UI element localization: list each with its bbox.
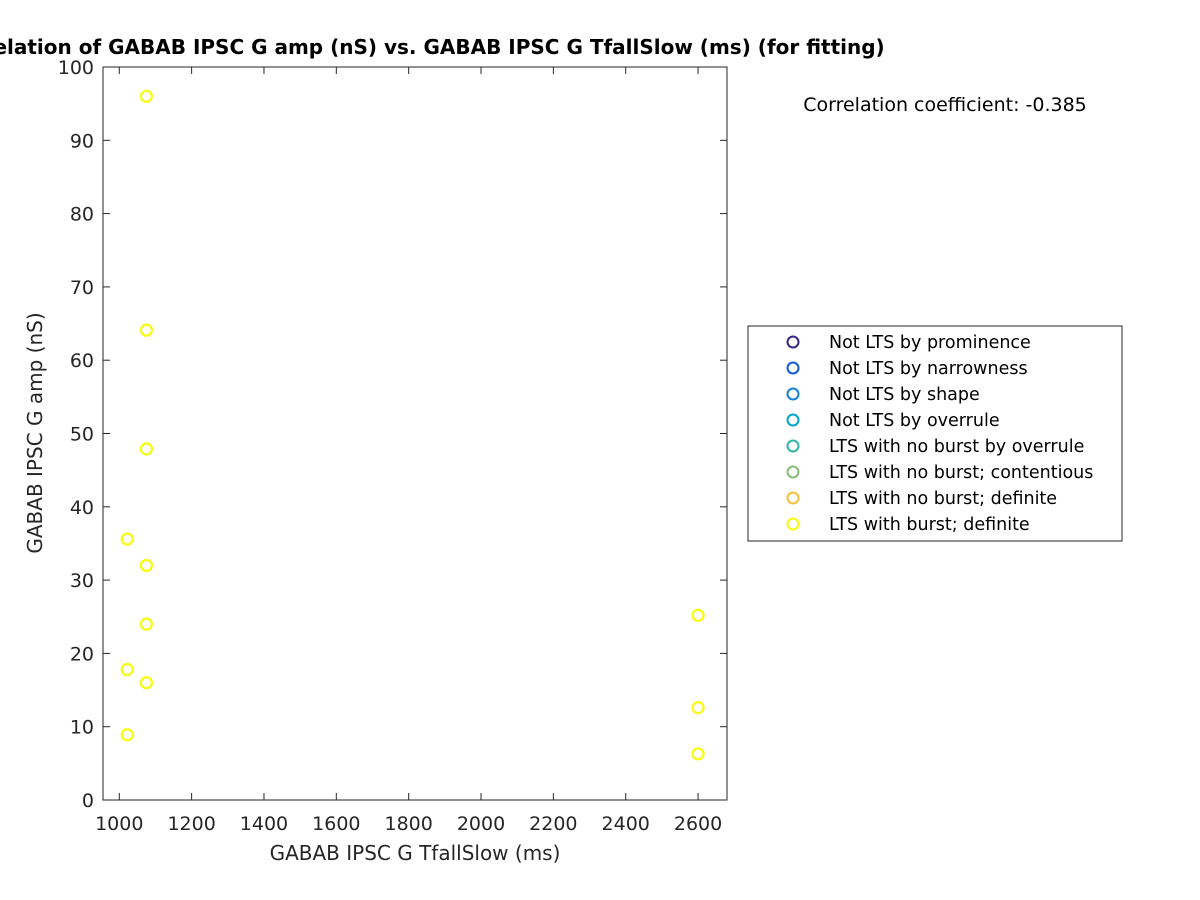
data-point	[139, 617, 154, 631]
y-axis: 0 10 20 30 40 50 60 70 80 90 100	[58, 57, 727, 812]
legend-entry: Not LTS by shape	[829, 385, 980, 405]
data-point	[120, 532, 134, 546]
legend-entry: LTS with no burst; contentious	[829, 463, 1093, 483]
x-tick-label: 2400	[602, 813, 650, 835]
legend-marker	[786, 491, 800, 505]
y-tick-label: 80	[70, 204, 94, 226]
data-point	[139, 676, 154, 690]
y-tick-label: 10	[70, 717, 94, 739]
y-tick-label: 20	[70, 643, 94, 665]
legend-marker	[786, 413, 800, 427]
legend-entry: LTS with no burst by overrule	[829, 437, 1084, 457]
data-point	[691, 701, 705, 715]
chart-title: Correlation of GABAB IPSC G amp (nS) vs.…	[0, 35, 885, 59]
x-tick-label: 1800	[384, 813, 432, 835]
y-tick-label: 50	[70, 424, 94, 446]
legend-entry: LTS with burst; definite	[829, 515, 1030, 535]
x-tick-label: 2000	[457, 813, 505, 835]
legend-marker	[786, 387, 800, 401]
y-tick-label: 30	[70, 570, 94, 592]
data-point	[139, 442, 154, 456]
x-tick-label: 1200	[167, 813, 215, 835]
y-tick-label: 0	[82, 790, 94, 812]
x-axis: 1000 1200 1400 1600 1800 2000 2200 2400 2600	[95, 67, 722, 835]
y-tick-label: 40	[70, 497, 94, 519]
legend-entry: Not LTS by narrowness	[829, 359, 1028, 379]
plot-area	[102, 66, 728, 801]
data-points	[120, 89, 705, 761]
legend-marker	[786, 465, 800, 479]
data-point	[691, 608, 705, 622]
data-point	[139, 558, 154, 573]
x-axis-label: GABAB IPSC G TfallSlow (ms)	[270, 841, 561, 865]
y-tick-label: 70	[70, 277, 94, 299]
legend-marker	[786, 335, 800, 349]
legend-entry: LTS with no burst; definite	[829, 489, 1057, 509]
legend: Not LTS by prominence Not LTS by narrowne…	[747, 325, 1123, 542]
y-tick-label: 60	[70, 350, 94, 372]
y-tick-label: 100	[58, 57, 94, 79]
data-point	[120, 662, 134, 677]
legend-marker	[786, 517, 800, 531]
x-tick-label: 1600	[312, 813, 360, 835]
data-point	[120, 728, 134, 742]
legend-entry: Not LTS by overrule	[829, 411, 1000, 431]
x-tick-label: 1000	[95, 813, 143, 835]
correlation-annotation: Correlation coefficient: -0.385	[803, 94, 1087, 116]
legend-marker	[786, 439, 800, 453]
x-tick-label: 1400	[240, 813, 288, 835]
x-tick-label: 2600	[674, 813, 722, 835]
legend-marker	[786, 361, 800, 375]
y-axis-label: GABAB IPSC G amp (nS)	[23, 312, 47, 553]
legend-entry: Not LTS by prominence	[829, 333, 1031, 353]
data-point	[139, 323, 154, 337]
y-tick-label: 90	[70, 130, 94, 152]
data-point	[139, 89, 154, 103]
x-tick-label: 2200	[529, 813, 577, 835]
data-point	[691, 747, 705, 761]
legend-box	[747, 325, 1123, 542]
